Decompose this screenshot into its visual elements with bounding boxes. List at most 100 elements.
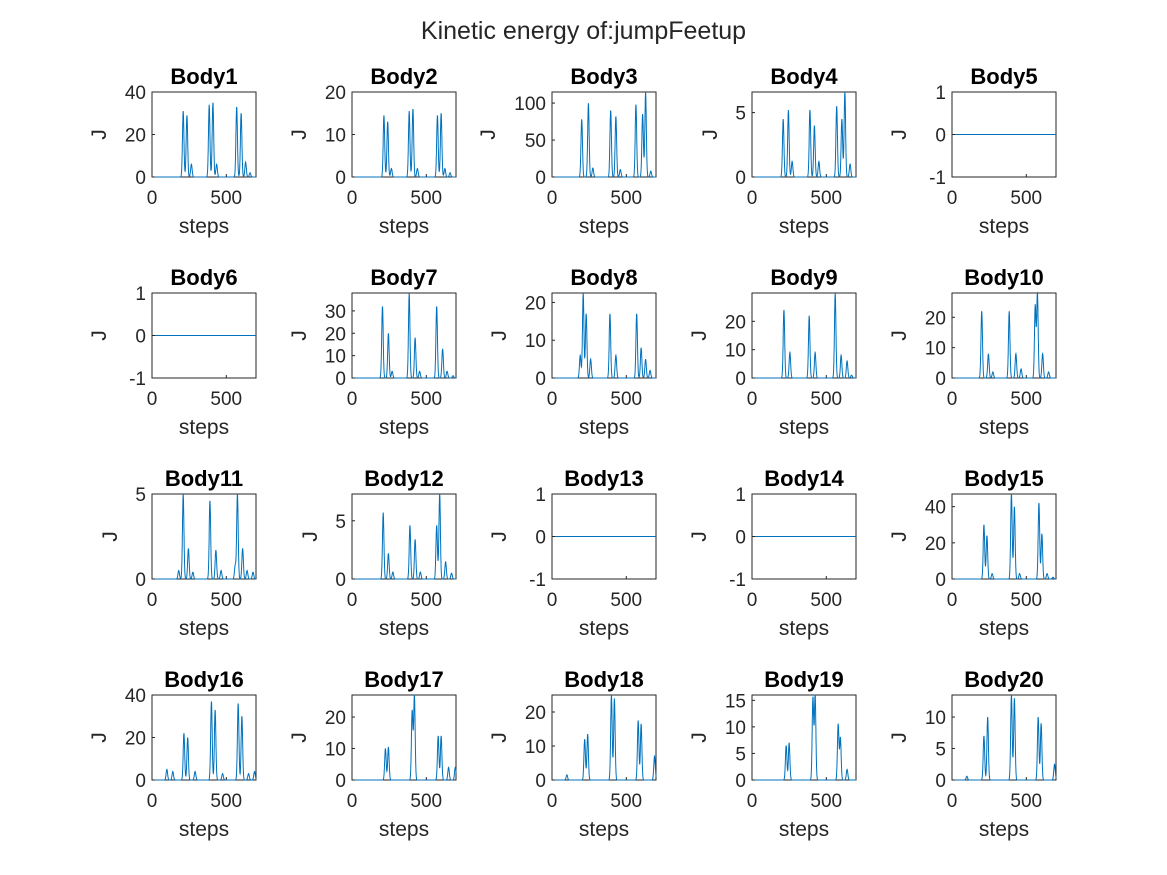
x-tick-label: 500: [210, 188, 242, 209]
x-tick-label: 0: [947, 791, 958, 812]
y-tick-label: 0: [135, 168, 146, 189]
y-tick-label: 5: [735, 104, 746, 125]
x-axis-label: steps: [579, 215, 629, 238]
axes-box: [751, 91, 857, 178]
y-tick-label: 0: [735, 771, 746, 792]
subplot-15: 0 500 0 20 40 Body15 steps J: [888, 466, 1057, 640]
series-line: [152, 493, 256, 580]
y-tick-label: 5: [135, 485, 146, 506]
x-axis-label: steps: [779, 818, 829, 841]
series-line: [352, 292, 456, 379]
y-tick-label: 0: [535, 369, 546, 390]
subplot-title: Body14: [764, 466, 844, 491]
series-line: [952, 291, 1056, 379]
y-tick-label: 0: [935, 126, 946, 147]
series-line: [952, 493, 1056, 580]
series-line: [152, 102, 256, 178]
x-tick-label: 500: [1010, 791, 1042, 812]
y-tick-label: 20: [125, 729, 146, 750]
y-tick-label: 10: [525, 331, 546, 352]
subplot-title: Body11: [165, 466, 243, 491]
x-tick-label: 0: [947, 590, 958, 611]
series-line: [352, 493, 456, 580]
subplot-12: 0 500 0 5 Body12 steps J: [299, 466, 457, 640]
x-axis-label: steps: [379, 818, 429, 841]
y-tick-label: 1: [935, 83, 946, 104]
x-tick-label: 0: [747, 389, 758, 410]
y-tick-label: 0: [535, 771, 546, 792]
x-axis-label: steps: [779, 416, 829, 439]
x-tick-label: 500: [210, 389, 242, 410]
subplot-title: Body13: [564, 466, 643, 491]
y-axis-label: J: [299, 531, 322, 542]
y-tick-label: 0: [335, 771, 346, 792]
y-axis-label: J: [888, 129, 911, 140]
y-axis-label: J: [99, 531, 122, 542]
subplot-title: Body6: [170, 265, 237, 290]
y-tick-label: -1: [729, 570, 746, 591]
x-tick-label: 0: [347, 791, 358, 812]
x-tick-label: 0: [947, 389, 958, 410]
y-tick-label: 5: [335, 512, 346, 533]
y-tick-label: 100: [514, 94, 546, 115]
y-axis-label: J: [888, 531, 911, 542]
subplot-title: Body9: [770, 265, 837, 290]
x-tick-label: 500: [210, 590, 242, 611]
x-tick-label: 500: [1010, 590, 1042, 611]
y-tick-label: 0: [335, 570, 346, 591]
x-tick-label: 0: [547, 188, 558, 209]
subplot-title: Body10: [964, 265, 1043, 290]
y-tick-label: 15: [725, 691, 746, 712]
y-axis-label: J: [688, 732, 711, 743]
y-tick-label: 40: [125, 686, 146, 707]
x-tick-label: 500: [410, 188, 442, 209]
x-axis-label: steps: [979, 818, 1029, 841]
y-axis-label: J: [88, 129, 111, 140]
y-axis-label: J: [477, 129, 500, 140]
x-tick-label: 0: [347, 590, 358, 611]
x-axis-label: steps: [979, 215, 1029, 238]
y-tick-label: 10: [725, 341, 746, 362]
series-line: [552, 694, 657, 781]
y-tick-label: 0: [335, 168, 346, 189]
y-tick-label: 0: [935, 771, 946, 792]
y-tick-label: 1: [535, 485, 546, 506]
y-tick-label: 10: [325, 347, 346, 368]
axes-box: [551, 292, 657, 379]
y-tick-label: 50: [525, 131, 546, 152]
subplot-16: 0 500 0 20 40 Body16 steps J: [88, 667, 257, 841]
y-tick-label: 10: [925, 339, 946, 360]
subplot-1: 0 500 0 20 40 Body1 steps J: [88, 64, 257, 238]
x-axis-label: steps: [179, 617, 229, 640]
subplot-title: Body15: [964, 466, 1043, 491]
series-line: [552, 292, 656, 379]
y-tick-label: 20: [925, 308, 946, 329]
y-tick-label: 30: [325, 302, 346, 323]
subplot-3: 0 500 0 50 100 Body3 steps J: [477, 64, 657, 238]
y-tick-label: 40: [125, 83, 146, 104]
x-tick-label: 0: [147, 188, 158, 209]
x-axis-label: steps: [379, 416, 429, 439]
x-tick-label: 500: [610, 188, 642, 209]
y-axis-label: J: [488, 330, 511, 341]
figure-title: Kinetic energy of:jumpFeetup: [420, 17, 747, 45]
y-tick-label: 10: [325, 740, 346, 761]
y-tick-label: 20: [125, 126, 146, 147]
y-axis-label: J: [488, 531, 511, 542]
x-tick-label: 500: [410, 791, 442, 812]
y-tick-label: 0: [535, 168, 546, 189]
y-tick-label: -1: [929, 168, 946, 189]
subplot-title: Body5: [970, 64, 1037, 89]
x-axis-label: steps: [979, 617, 1029, 640]
x-tick-label: 500: [810, 389, 842, 410]
y-tick-label: 0: [935, 369, 946, 390]
subplot-title: Body12: [364, 466, 443, 491]
x-tick-label: 500: [610, 389, 642, 410]
series-line: [752, 292, 856, 379]
series-line: [752, 694, 856, 781]
y-tick-label: -1: [529, 570, 546, 591]
y-axis-label: J: [88, 330, 111, 341]
x-axis-label: steps: [779, 617, 829, 640]
